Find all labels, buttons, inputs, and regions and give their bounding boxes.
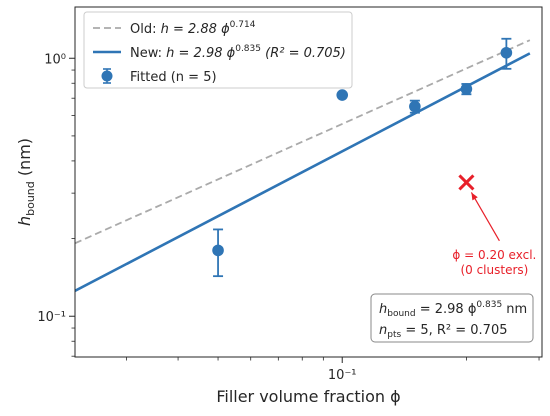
legend-fitted-label: Fitted (n = 5) bbox=[130, 70, 217, 85]
axes-frame bbox=[74, 6, 543, 358]
data-point bbox=[336, 89, 349, 101]
stats-box-line1: hbound = 2.98 ϕ0.835 nm bbox=[379, 300, 527, 319]
new-fit-line bbox=[75, 52, 531, 293]
old-fit-line bbox=[75, 39, 531, 245]
data-point bbox=[460, 83, 473, 95]
legend-old-label: Old: h = 2.88 ϕ0.714 bbox=[130, 20, 256, 37]
annotation-arrow bbox=[470, 192, 500, 242]
data-point bbox=[212, 244, 224, 257]
stats-box-line2: npts = 5, R² = 0.705 bbox=[379, 323, 508, 340]
stats-box bbox=[370, 293, 534, 343]
x-axis-label: Filler volume fraction ϕ bbox=[216, 387, 400, 406]
x-tick-label: 10⁻¹ bbox=[328, 368, 357, 383]
legend-new-label: New: h = 2.98 ϕ0.835 (R² = 0.705) bbox=[130, 44, 346, 61]
legend-box bbox=[83, 11, 353, 89]
annotation-text-line2: (0 clusters) bbox=[460, 263, 528, 277]
y-tick-label: 10⁰ bbox=[44, 52, 66, 67]
y-tick-label: 10⁻¹ bbox=[37, 310, 66, 325]
y-axis-label: hbound (nm) bbox=[15, 138, 37, 226]
legend-fitted-marker bbox=[101, 70, 113, 82]
data-point bbox=[409, 100, 421, 113]
annotation-arrowhead bbox=[471, 192, 478, 201]
data-point bbox=[500, 46, 513, 59]
annotation-text-line1: ϕ = 0.20 excl. bbox=[452, 248, 536, 262]
excluded-point-mark bbox=[458, 174, 475, 191]
